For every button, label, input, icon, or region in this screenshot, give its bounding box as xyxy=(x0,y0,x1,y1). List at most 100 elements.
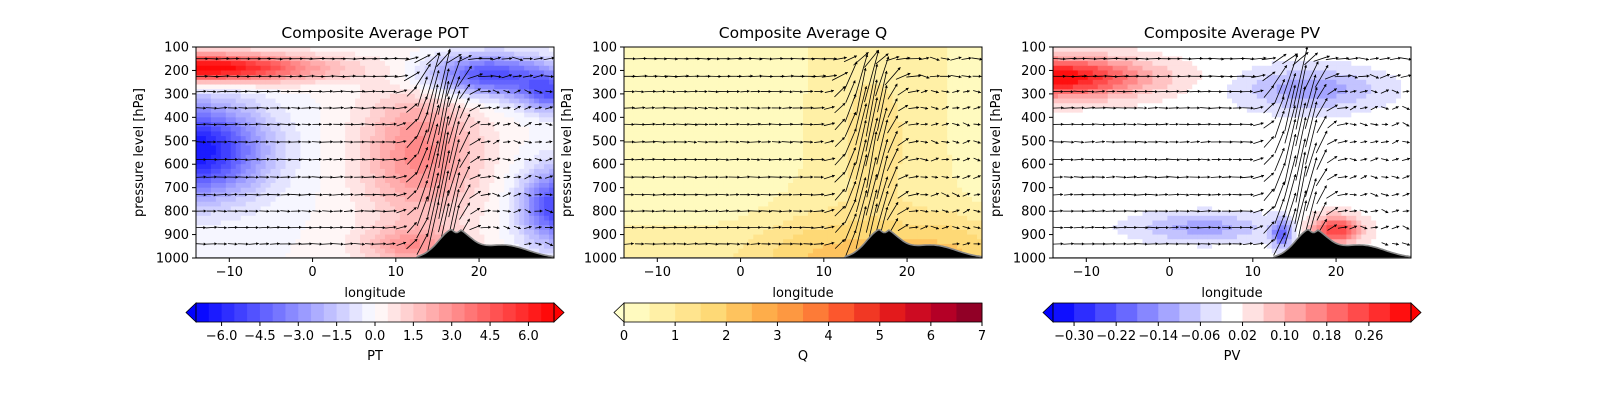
contour-cell xyxy=(693,164,700,170)
contour-cell xyxy=(414,239,421,245)
contour-cell xyxy=(524,211,530,217)
wind-arrowhead xyxy=(245,140,249,144)
contour-cell xyxy=(454,131,461,137)
contour-cell xyxy=(708,248,715,254)
contour-cell xyxy=(499,164,505,170)
contour-cell xyxy=(285,187,292,193)
contour-cell xyxy=(534,136,540,142)
wind-arrowhead xyxy=(319,193,323,197)
contour-cell xyxy=(429,154,436,161)
contour-cell xyxy=(653,168,660,175)
contour-cell xyxy=(668,159,675,165)
contour-cell xyxy=(399,220,406,226)
contour-cell xyxy=(534,248,540,254)
contour-cell xyxy=(539,93,545,100)
contour-cell xyxy=(345,84,351,90)
contour-cell xyxy=(479,168,485,175)
contour-cell xyxy=(653,197,660,203)
contour-cell xyxy=(628,84,635,90)
contour-cell xyxy=(479,178,485,184)
contour-cell xyxy=(285,131,292,137)
contour-cell xyxy=(205,89,212,95)
contour-cell xyxy=(658,98,665,104)
wind-arrowhead xyxy=(550,243,553,247)
contour-cell xyxy=(429,136,436,142)
contour-cell xyxy=(225,103,232,109)
wind-arrowhead xyxy=(235,175,239,179)
contour-cell xyxy=(414,154,421,161)
contour-cell xyxy=(638,243,645,250)
contour-cell xyxy=(315,107,321,114)
contour-cell xyxy=(494,140,500,147)
contour-cell xyxy=(663,145,670,151)
colorbar: −6.0 −4.5 −3.0 −1.5 0.0 1.5 3.0 4.5 6.0PT xyxy=(185,302,565,364)
wind-arrowhead xyxy=(329,122,333,126)
contour-cell xyxy=(335,131,341,137)
contour-cell xyxy=(648,150,655,156)
contour-cell xyxy=(678,145,685,151)
contour-cell xyxy=(275,150,282,156)
contour-cell xyxy=(404,159,411,165)
contour-cell xyxy=(210,234,217,240)
contour-cell xyxy=(230,98,237,104)
wind-arrowhead xyxy=(424,76,428,80)
contour-cell xyxy=(320,93,326,100)
contour-cell xyxy=(384,136,391,142)
contour-cell xyxy=(260,65,267,72)
contour-cell xyxy=(205,79,212,86)
wind-arrowhead xyxy=(518,141,522,144)
contour-cell xyxy=(424,56,431,62)
wind-arrowhead xyxy=(424,96,428,100)
contour-cell xyxy=(245,201,252,208)
contour-cell xyxy=(698,192,705,198)
contour-cell xyxy=(235,220,242,226)
wind-vector xyxy=(458,184,471,206)
contour-cell xyxy=(389,187,396,193)
contour-cell xyxy=(220,84,227,90)
contour-cell xyxy=(624,211,630,217)
contour-cell xyxy=(210,225,217,231)
contour-cell xyxy=(693,140,700,147)
contour-cell xyxy=(688,51,695,57)
contour-cell xyxy=(439,150,446,156)
contour-cell xyxy=(235,154,242,161)
contour-cell xyxy=(200,79,207,86)
contour-cell xyxy=(260,75,267,81)
contour-cell xyxy=(265,79,272,86)
contour-cell xyxy=(320,70,326,76)
contour-cell xyxy=(668,107,675,114)
wind-arrowhead xyxy=(318,209,322,213)
contour-cell xyxy=(653,150,660,156)
contour-cell xyxy=(698,126,705,132)
contour-cell xyxy=(524,117,530,123)
colorbar-tick-label: −4.5 xyxy=(244,329,276,344)
contour-cell xyxy=(434,89,441,95)
contour-cell xyxy=(499,65,505,72)
contour-cell xyxy=(434,178,441,184)
contour-cell xyxy=(633,107,640,114)
contour-cell xyxy=(215,154,222,161)
contour-cell xyxy=(409,65,416,72)
contour-cell xyxy=(384,197,391,203)
contour-cell xyxy=(698,168,705,175)
wind-arrowhead xyxy=(256,140,259,144)
wind-arrowhead xyxy=(234,225,238,229)
contour-cell xyxy=(489,75,495,81)
contour-cell xyxy=(389,206,396,212)
colorbar-level xyxy=(208,303,223,322)
contour-cell xyxy=(474,140,481,147)
contour-cell xyxy=(514,112,520,118)
contour-cell xyxy=(230,248,237,254)
contour-cell xyxy=(335,107,341,114)
contour-cell xyxy=(638,159,645,165)
contour-cell xyxy=(370,229,376,236)
wind-arrowhead xyxy=(361,225,365,229)
wind-arrowhead xyxy=(549,90,553,94)
contour-cell xyxy=(384,211,391,217)
contour-cell xyxy=(494,122,500,128)
contour-cell xyxy=(379,253,386,258)
contour-cell xyxy=(544,122,550,128)
contour-cell xyxy=(225,61,232,67)
contour-cell xyxy=(379,239,386,245)
contour-cell xyxy=(439,211,446,217)
